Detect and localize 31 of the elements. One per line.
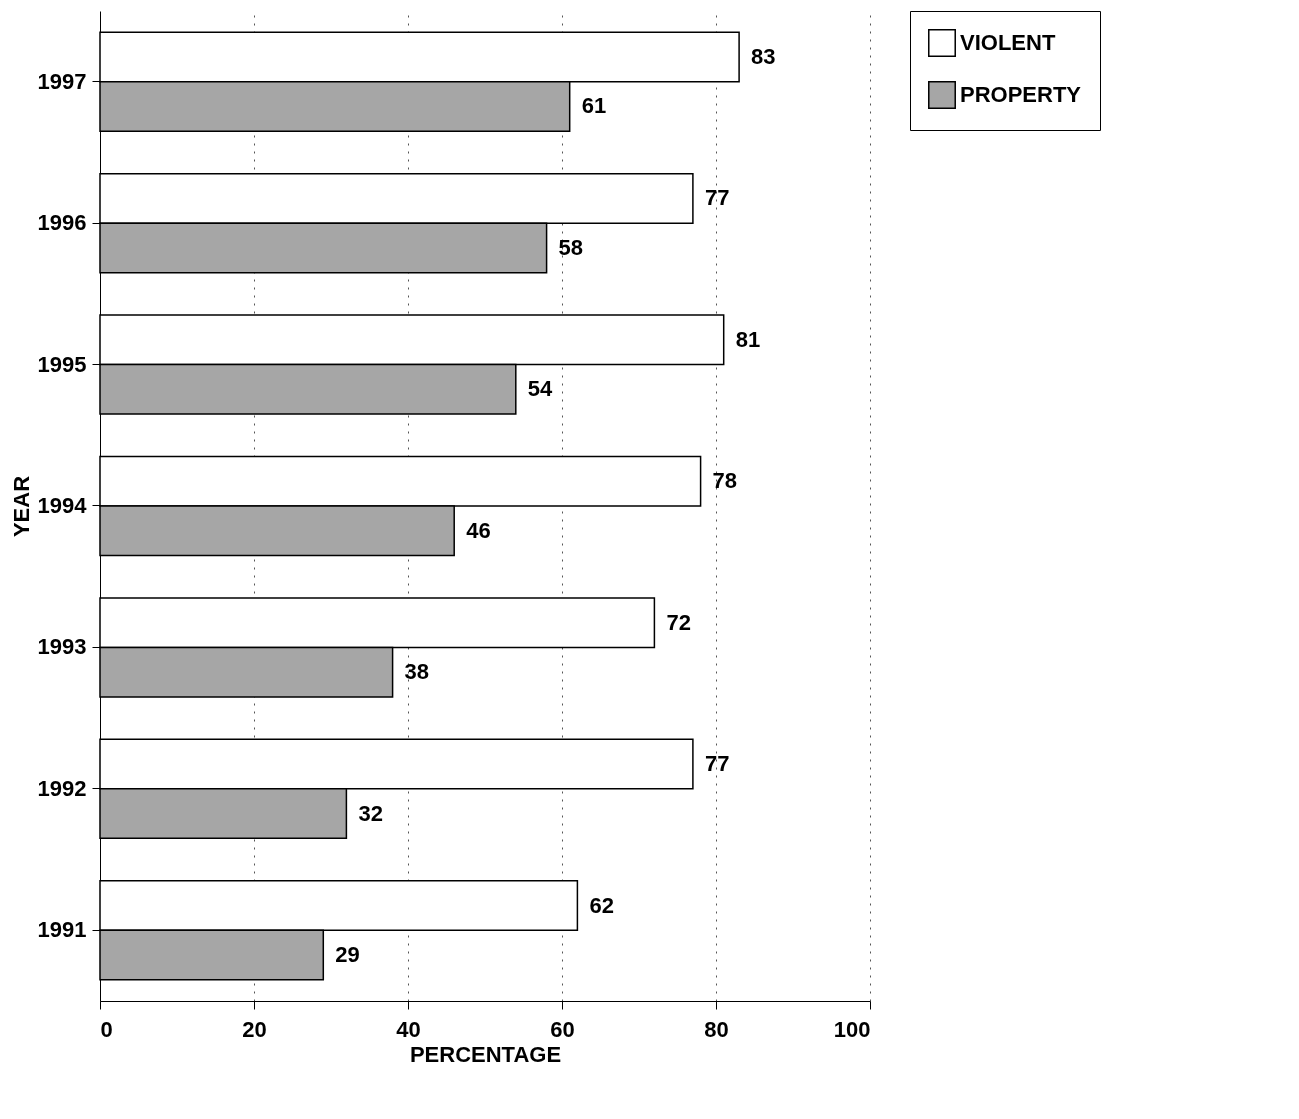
data-label: 54 [527,376,554,402]
y-tick-label: 1994 [37,493,88,518]
y-tick-label: 1991 [37,917,87,943]
data-label: 83 [751,43,776,69]
legend-label: VIOLENT [960,30,1056,55]
y-tick-label: 1997 [37,68,87,94]
data-label: 29 [335,942,360,968]
x-tick-label: 60 [550,1016,575,1042]
data-label: 78 [712,468,738,494]
data-label: 46 [466,517,491,543]
data-label: 81 [735,326,761,352]
y-tick-label: 1996 [37,210,87,236]
legend-label: PROPERTY [960,82,1082,107]
data-label: 58 [558,234,584,260]
x-tick-label: 40 [396,1016,421,1042]
y-axis-title: YEAR [8,475,34,538]
data-label: 77 [704,751,730,777]
data-label: 77 [704,185,730,211]
x-tick-label: 100 [833,1016,871,1042]
data-label: 62 [589,892,614,918]
x-tick-label: 20 [242,1016,267,1042]
y-tick-label: 1992 [37,775,87,801]
data-label: 61 [581,93,607,119]
x-tick-label: 0 [100,1016,113,1042]
data-label: 38 [404,659,430,685]
y-tick-label: 1995 [37,351,87,377]
x-tick-label: 80 [704,1016,729,1042]
data-label: 32 [358,800,383,826]
data-label: 72 [666,609,691,635]
x-axis-title: PERCENTAGE [409,1041,562,1067]
y-tick-label: 1993 [37,634,87,660]
